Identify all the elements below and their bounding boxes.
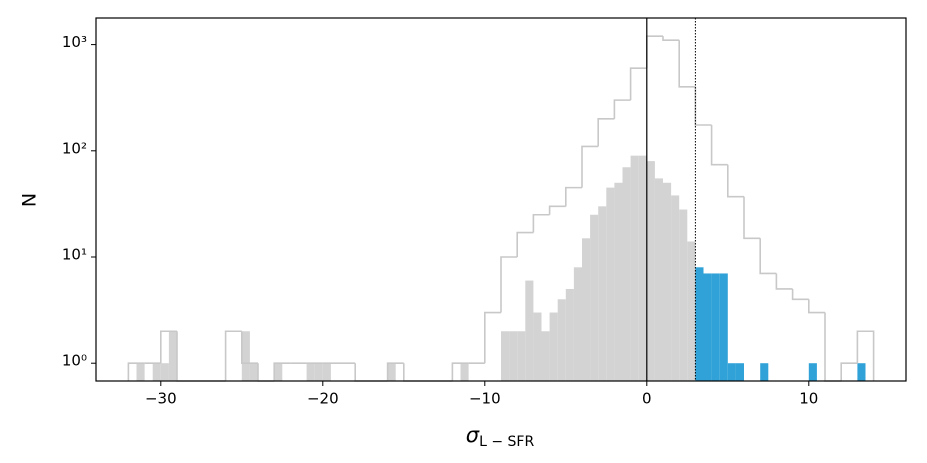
histogram-bar (517, 331, 526, 381)
histogram-bar (622, 167, 631, 381)
x-tick-label: −30 (145, 390, 177, 408)
histogram-step (694, 86, 712, 126)
x-axis-label-main: σ (466, 423, 480, 447)
histogram-step (257, 363, 275, 382)
histogram-bar (614, 182, 623, 381)
histogram-step (354, 363, 372, 382)
histogram-bar (501, 331, 510, 381)
histogram-step (856, 330, 875, 381)
histogram-step (581, 145, 599, 188)
histogram-step (241, 331, 258, 365)
histogram-step (710, 124, 728, 166)
histogram-step (775, 273, 793, 290)
y-tick-label: 10⁰ (62, 352, 87, 370)
histogram-step (386, 362, 404, 381)
histogram-bar (671, 195, 680, 381)
y-tick-label: 10³ (62, 33, 87, 51)
histogram-bar (160, 363, 169, 381)
y-tick-label: 10² (62, 139, 87, 157)
histogram-step (176, 331, 194, 382)
histogram-bar (606, 187, 615, 381)
histogram-step (160, 330, 177, 364)
histogram-step (743, 196, 761, 240)
histogram-bar (808, 363, 817, 381)
histogram-step (451, 362, 469, 381)
x-tick-label: 0 (642, 390, 652, 408)
histogram-step (516, 231, 534, 258)
histogram-bar (168, 331, 177, 381)
histogram-bar (152, 363, 161, 381)
histogram-step (500, 256, 518, 313)
histogram-step (646, 35, 663, 69)
histogram-bar (573, 267, 582, 381)
histogram-bar (727, 363, 736, 381)
histogram-bar (387, 363, 396, 381)
histogram-bar (687, 241, 696, 381)
histogram-bar (565, 288, 574, 381)
histogram-bar (590, 214, 599, 381)
histogram-bar (711, 273, 720, 381)
x-axis-label: σL − SFR (466, 423, 535, 450)
y-axis-label: N (19, 193, 41, 207)
histogram-step (597, 118, 615, 147)
histogram-bar (663, 182, 672, 381)
histogram-step (532, 213, 550, 233)
histogram-step (224, 330, 242, 381)
histogram-step (548, 205, 566, 215)
histogram-bar (582, 238, 591, 381)
histogram-step (565, 186, 582, 207)
histogram-bar (760, 363, 769, 381)
x-tick-label: 10 (799, 390, 818, 408)
histogram-bar (322, 363, 331, 381)
plot-frame (95, 17, 907, 382)
x-tick-label: −20 (307, 390, 339, 408)
histogram-bar (638, 155, 647, 381)
histogram-step (759, 238, 777, 275)
histogram-bar (557, 299, 566, 381)
histogram-step (629, 67, 647, 101)
histogram-bar (541, 331, 550, 381)
histogram-step (824, 312, 842, 382)
histogram-bar (136, 363, 145, 381)
histogram-bar (695, 267, 704, 381)
histogram-step (484, 311, 501, 364)
histogram-bar (509, 331, 518, 381)
histogram-bar (630, 155, 639, 381)
histogram-bar (306, 363, 315, 381)
histogram-bar (460, 363, 469, 381)
x-axis-label-subscript: L − SFR (479, 434, 534, 450)
histogram-bar (703, 273, 712, 381)
histogram-step (273, 362, 291, 381)
histogram-bar (735, 363, 744, 381)
histogram-step (791, 288, 809, 301)
histogram-bar (314, 363, 323, 381)
x-tick-label: −10 (469, 390, 501, 408)
histogram-bar (533, 312, 542, 381)
histogram-step (662, 36, 680, 41)
histogram-bar (857, 363, 866, 381)
histogram-bar (249, 363, 258, 381)
histogram-step (678, 40, 696, 88)
histogram-bar (241, 331, 250, 381)
histogram-bar (525, 280, 534, 381)
histogram-bar (598, 206, 607, 381)
histogram-bar (719, 273, 728, 381)
histogram-bar (654, 178, 663, 381)
histogram-step (808, 299, 825, 314)
histogram-bar (646, 161, 655, 381)
histogram-bar (274, 363, 283, 381)
histogram-step (840, 362, 858, 381)
histogram-bar (549, 312, 558, 381)
histogram-step (613, 99, 631, 119)
y-tick-label: 10¹ (62, 246, 87, 264)
histogram-step (127, 362, 145, 381)
histogram-bar (679, 209, 688, 381)
histogram-step (727, 164, 744, 198)
histogram-step (403, 363, 420, 382)
